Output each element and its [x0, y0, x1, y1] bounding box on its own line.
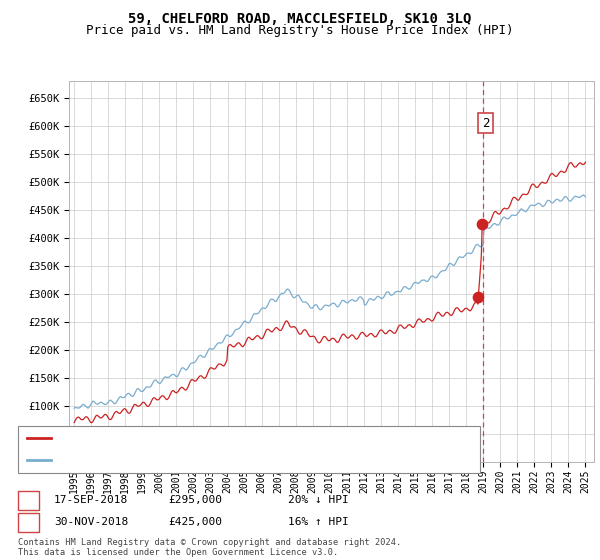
Text: £295,000: £295,000 — [168, 494, 222, 505]
Point — [477, 220, 487, 228]
Text: 16% ↑ HPI: 16% ↑ HPI — [288, 517, 349, 527]
Text: HPI: Average price, detached house, Cheshire East: HPI: Average price, detached house, Ches… — [55, 455, 361, 465]
Text: 17-SEP-2018: 17-SEP-2018 — [54, 494, 128, 505]
Text: 59, CHELFORD ROAD, MACCLESFIELD, SK10 3LQ: 59, CHELFORD ROAD, MACCLESFIELD, SK10 3L… — [128, 12, 472, 26]
Text: 20% ↓ HPI: 20% ↓ HPI — [288, 494, 349, 505]
Text: 2: 2 — [482, 116, 490, 130]
Text: £425,000: £425,000 — [168, 517, 222, 527]
Text: 1: 1 — [25, 494, 32, 505]
Text: Price paid vs. HM Land Registry's House Price Index (HPI): Price paid vs. HM Land Registry's House … — [86, 24, 514, 36]
Text: 30-NOV-2018: 30-NOV-2018 — [54, 517, 128, 527]
Text: Contains HM Land Registry data © Crown copyright and database right 2024.: Contains HM Land Registry data © Crown c… — [18, 538, 401, 547]
Text: 59, CHELFORD ROAD, MACCLESFIELD, SK10 3LQ (detached house): 59, CHELFORD ROAD, MACCLESFIELD, SK10 3L… — [55, 432, 418, 442]
Point — [473, 292, 483, 301]
Text: 2: 2 — [25, 517, 32, 527]
Text: This data is licensed under the Open Government Licence v3.0.: This data is licensed under the Open Gov… — [18, 548, 338, 557]
